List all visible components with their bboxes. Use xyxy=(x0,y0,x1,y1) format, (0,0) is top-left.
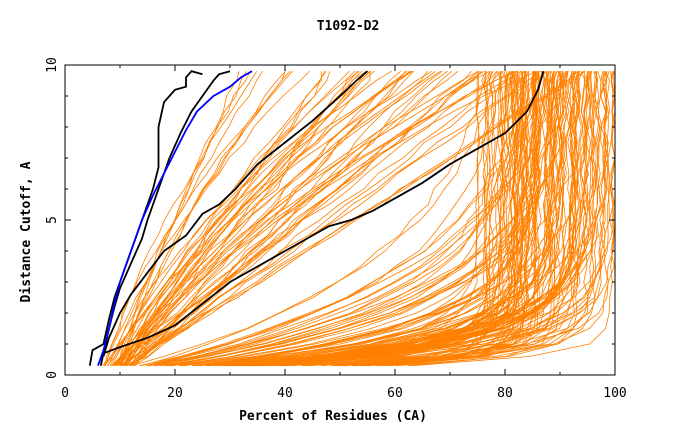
bundle-curve-flat xyxy=(360,71,538,367)
x-tick-label: 40 xyxy=(277,386,293,401)
bundle-curve-mid xyxy=(115,70,367,366)
bundle-curve-wide xyxy=(275,71,611,367)
bundle-curve-mid xyxy=(133,70,586,367)
bundle-curve-flat xyxy=(359,71,495,367)
bundle-curve-steep xyxy=(113,71,251,366)
x-axis-label: Percent of Residues (CA) xyxy=(239,409,427,424)
bundle-curve-flat xyxy=(365,71,577,367)
bundle-curve-flat xyxy=(355,71,554,367)
bundle-curve-flat xyxy=(381,71,540,367)
bundle-curve-steep xyxy=(102,70,310,366)
bundle-curve-mid xyxy=(134,70,428,366)
y-axis-label: Distance Cutoff, A xyxy=(19,161,34,302)
x-tick-label: 0 xyxy=(61,386,69,401)
bundle-curve-flat xyxy=(363,71,590,367)
bundle-curve-steep xyxy=(105,70,258,366)
bundle-curve-flat xyxy=(364,71,507,367)
bundle-curve-wide xyxy=(141,71,491,367)
bundle-curve-wide xyxy=(205,71,570,367)
highlighted-curves xyxy=(88,70,545,367)
bundle-curve-wide xyxy=(131,70,502,367)
highlight-curve-3 xyxy=(97,70,253,367)
bundle-curve-mid xyxy=(111,71,326,366)
highlight-curve-1 xyxy=(88,70,203,366)
bundle-curve-flat xyxy=(247,71,481,367)
bundle-curve-wide xyxy=(221,71,563,367)
bundle-curve-mid xyxy=(131,70,415,366)
highlight-curve-5 xyxy=(103,70,545,355)
bundle-curve-wide xyxy=(155,71,540,367)
bundle-curve-wide xyxy=(235,71,513,367)
bundle-curve-steep xyxy=(118,70,411,366)
bundle-curve-steep xyxy=(114,71,286,366)
bundle-curve-flat xyxy=(396,71,580,367)
bundle-curve-mid xyxy=(116,70,360,366)
x-tick-label: 80 xyxy=(497,386,513,401)
y-tick-label: 10 xyxy=(45,57,60,73)
bundle-curve-wide xyxy=(250,71,569,367)
bundle-curve-flat xyxy=(335,71,552,367)
bundle-curve-flat xyxy=(381,71,516,367)
bundle-curve-flat xyxy=(343,71,574,367)
bundle-curve-steep xyxy=(103,70,432,366)
bundle-curve-flat xyxy=(335,71,594,367)
x-tick-label: 20 xyxy=(167,386,183,401)
bundle-curve-steep xyxy=(107,70,247,366)
bundle-curve-wide xyxy=(197,71,540,367)
bundle-curve-steep xyxy=(114,70,371,366)
bundle-curve-wide xyxy=(225,71,586,367)
bundle-curve-mid xyxy=(131,70,367,366)
bundle-curve-flat xyxy=(285,71,520,367)
bundle-curve-flat xyxy=(276,71,517,367)
bundle-curve-mid xyxy=(132,70,522,366)
bundle-curve-flat xyxy=(390,71,542,367)
bundle-curve-flat xyxy=(304,71,582,367)
bundle-curve-wide xyxy=(183,71,567,367)
bundle-curve-flat xyxy=(269,71,531,367)
bundle-curve-steep xyxy=(103,70,375,366)
bundle-curve-wide xyxy=(215,71,559,367)
bundle-curve-flat xyxy=(291,71,601,367)
y-tick-label: 5 xyxy=(45,216,60,224)
bundle-curve-flat xyxy=(305,71,575,367)
y-tick-label: 0 xyxy=(45,371,60,379)
bundle-curve-flat xyxy=(374,71,511,367)
bundle-curve-mid xyxy=(113,70,407,366)
bundle-curve-flat xyxy=(224,71,480,367)
bundle-curve-flat xyxy=(282,71,490,367)
bundle-curve-wide xyxy=(158,71,537,367)
bundle-curve-wide xyxy=(149,71,534,367)
bundle-curve-mid xyxy=(122,71,371,366)
bundle-curve-wide xyxy=(214,71,564,367)
bundle-curve-flat xyxy=(241,71,556,367)
bundle-curve-flat xyxy=(345,71,517,367)
bundle-curve-flat xyxy=(351,71,530,367)
bundle-curve-mid xyxy=(127,70,547,367)
axis-ticks: 0 20 40 60 80 100 0 5 10 xyxy=(45,57,627,401)
highlight-curve-4 xyxy=(102,70,369,357)
bundle-curve-flat xyxy=(368,71,539,367)
bundle-curve-mid xyxy=(130,70,452,367)
bundle-curve-mid xyxy=(126,70,449,367)
bundle-curve-wide xyxy=(224,71,552,367)
bundle-curve-wide xyxy=(193,71,547,367)
bundle-curve-flat xyxy=(282,71,558,367)
bundle-curve-flat xyxy=(385,71,529,367)
bundle-curve-steep xyxy=(124,70,479,366)
bundle-curve-flat xyxy=(365,71,565,367)
x-tick-label: 100 xyxy=(603,386,626,401)
bundle-curve-steep xyxy=(124,70,441,366)
x-tick-label: 60 xyxy=(387,386,403,401)
bundle-curve-flat xyxy=(354,71,489,367)
bundle-curve-mid xyxy=(114,70,459,367)
chart-title: T1092-D2 xyxy=(317,19,380,34)
bundle-curve-mid xyxy=(119,70,483,366)
bundle-curve-wide xyxy=(213,71,557,367)
bundle-curve-mid xyxy=(128,70,412,366)
